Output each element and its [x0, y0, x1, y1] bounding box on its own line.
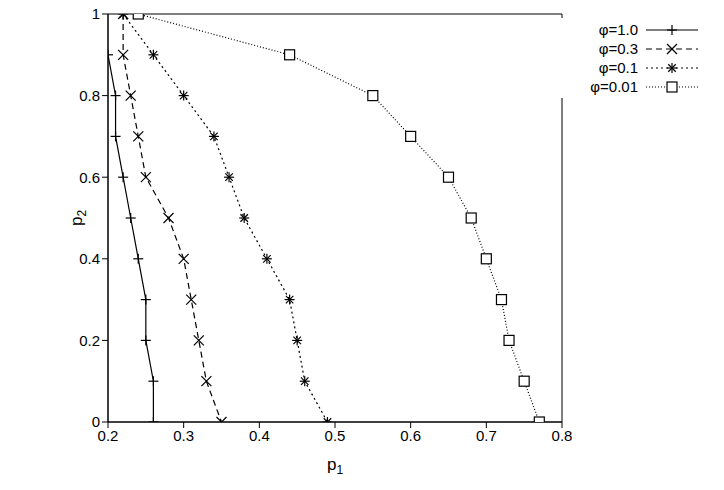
svg-text:0.3: 0.3 [173, 427, 194, 444]
svg-text:p2: p2 [67, 210, 89, 226]
html-text:φ=0.1: φ=0.1 [598, 59, 638, 76]
svg-text:1: 1 [92, 8, 100, 22]
svg-text:0.2: 0.2 [98, 427, 119, 444]
svg-text:0: 0 [92, 413, 100, 430]
svg-text:0.6: 0.6 [79, 169, 100, 186]
html-text:φ=0.3: φ=0.3 [598, 40, 638, 57]
svg-text:0.8: 0.8 [79, 87, 100, 104]
svg-text:0.5: 0.5 [325, 427, 346, 444]
svg-text:0.6: 0.6 [400, 427, 421, 444]
svg-text:0.7: 0.7 [476, 427, 497, 444]
svg-text:0.4: 0.4 [249, 427, 270, 444]
svg-text:0.4: 0.4 [79, 250, 100, 267]
svg-text:0.8: 0.8 [552, 427, 573, 444]
html-text:φ=1.0: φ=1.0 [598, 21, 638, 38]
svg-text:0.2: 0.2 [79, 332, 100, 349]
svg-text:p1: p1 [327, 455, 343, 477]
html-text:φ=0.01: φ=0.01 [590, 78, 638, 95]
